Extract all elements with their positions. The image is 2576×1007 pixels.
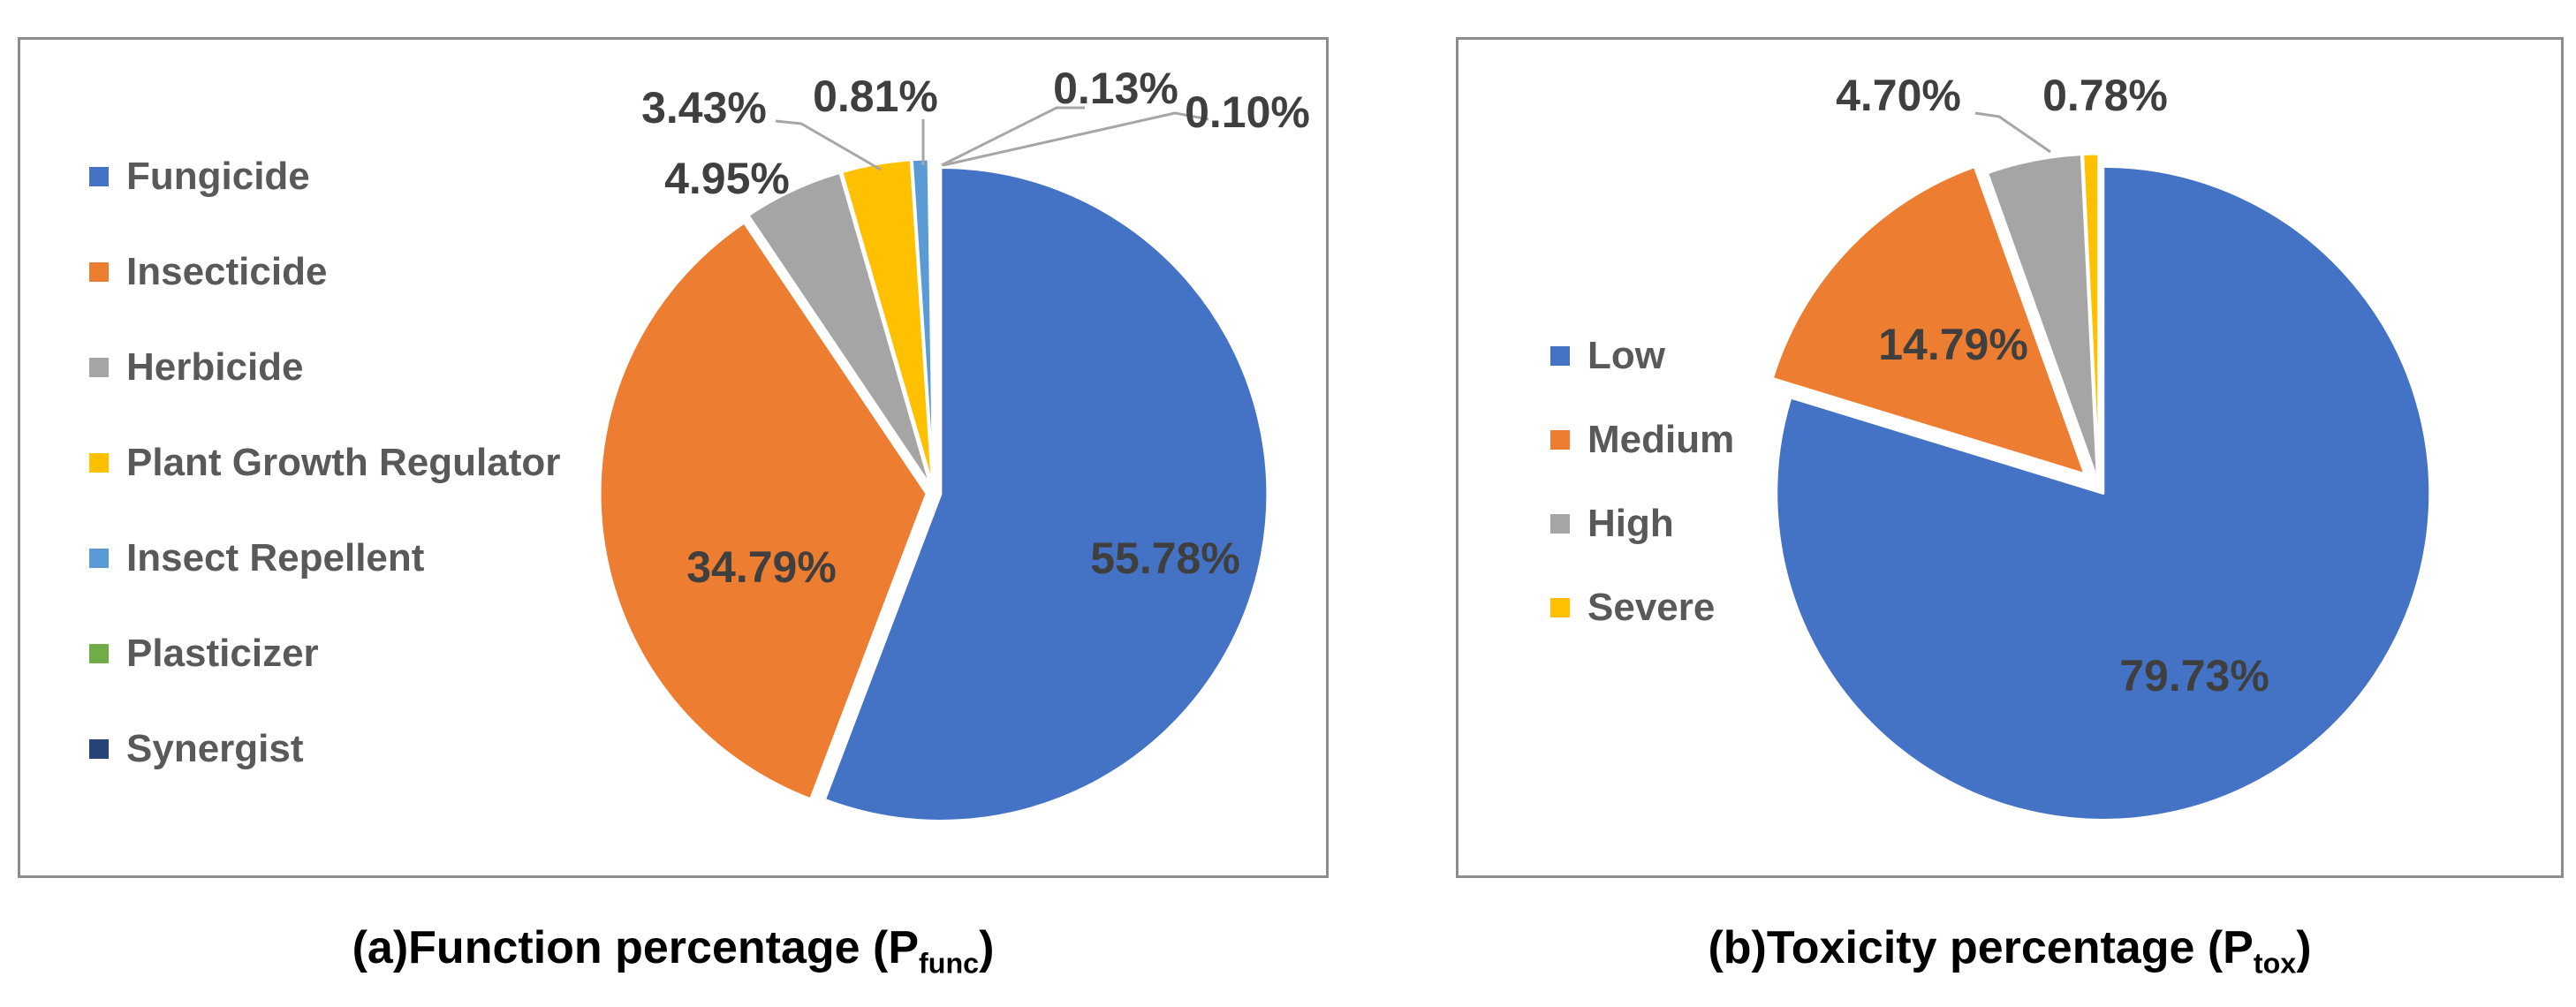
legend-item-medium: Medium (1550, 398, 1734, 481)
legend-item-fungicide: Fungicide (89, 129, 560, 224)
legend-swatch-fungicide (89, 167, 109, 186)
pie-slice-herbicide (746, 170, 933, 488)
leader-line-plasticizer (941, 106, 1085, 167)
legend-swatch-insecticide (89, 262, 109, 282)
pct-label-plasticizer: 0.13% (1053, 64, 1178, 113)
caption-b-subscript: tox (2253, 947, 2297, 980)
legend-label-plant-growth-regulator: Plant Growth Regulator (126, 441, 561, 484)
pie-slice-severe (2081, 152, 2101, 482)
legend-item-high: High (1550, 481, 1734, 565)
pie-slice-insecticide (598, 221, 928, 801)
legend-swatch-high (1550, 513, 1570, 534)
leader-line-synergist (943, 111, 1209, 167)
pct-label-insect-repellent: 0.81% (813, 72, 938, 121)
legend-label-insect-repellent: Insect Repellent (126, 536, 425, 579)
pie-slice-fungicide (822, 165, 1269, 822)
pct-label-medium: 14.79% (1878, 320, 2028, 369)
pie-chart-function: 55.78% 34.79% 4.95% 3.43% 0.81% 0.13% 0.10% (598, 64, 1310, 822)
legend-label-herbicide: Herbicide (126, 345, 304, 389)
legend-function: Fungicide Insecticide Herbicide Plant Growt… (89, 129, 560, 797)
legend-swatch-plasticizer (89, 644, 109, 663)
legend-swatch-low (1550, 345, 1570, 366)
pct-label-fungicide: 55.78% (1090, 534, 1240, 583)
caption-b-prefix: (b) (1708, 922, 1767, 973)
legend-label-insecticide: Insecticide (126, 250, 328, 293)
caption-a-main: Function percentage (P (408, 922, 920, 973)
legend-item-low: Low (1550, 314, 1734, 398)
legend-swatch-synergist (89, 739, 109, 759)
pie-slice-low (1775, 164, 2432, 822)
legend-swatch-plant-growth-regulator (89, 453, 109, 473)
legend-label-severe: Severe (1587, 585, 1716, 629)
legend-item-severe: Severe (1550, 565, 1734, 649)
legend-swatch-insect-repellent (89, 549, 109, 568)
pct-label-plant-growth-regulator: 3.43% (641, 83, 767, 132)
legend-swatch-severe (1550, 597, 1570, 617)
caption-a-prefix: (a) (352, 922, 409, 973)
chart-panel-toxicity: Low Medium High Severe 79.73% 14.79% 4.70% 0.7… (1456, 37, 2564, 878)
caption-a-close: ) (979, 922, 995, 973)
chart-panel-function: Fungicide Insecticide Herbicide Plant Growt… (18, 37, 1329, 878)
pie-slice-medium (1770, 165, 2087, 476)
legend-item-plasticizer: Plasticizer (89, 606, 560, 701)
legend-item-herbicide: Herbicide (89, 320, 560, 415)
legend-label-high: High (1587, 501, 1674, 545)
caption-b-main: Toxicity percentage (P (1766, 922, 2254, 973)
caption-toxicity: (b)Toxicity percentage (Ptox) (1456, 908, 2564, 988)
caption-b-close: ) (2296, 922, 2312, 973)
pie-slice-synergist (929, 157, 936, 488)
leader-line-plant-growth-regulator (775, 119, 882, 171)
legend-swatch-herbicide (89, 358, 109, 377)
legend-item-plant-growth-regulator: Plant Growth Regulator (89, 415, 560, 511)
legend-toxicity: Low Medium High Severe (1550, 314, 1734, 649)
pct-label-high: 4.70% (1836, 71, 1961, 120)
pct-label-low: 79.73% (2119, 651, 2269, 700)
pct-label-synergist: 0.10% (1185, 87, 1310, 137)
legend-swatch-medium (1550, 429, 1570, 450)
legend-label-synergist: Synergist (126, 727, 304, 770)
legend-label-fungicide: Fungicide (126, 155, 310, 198)
caption-a-subscript: func (919, 947, 980, 980)
pct-label-herbicide: 4.95% (664, 154, 790, 203)
legend-label-plasticizer: Plasticizer (126, 632, 319, 675)
pct-label-severe: 0.78% (2042, 71, 2168, 120)
pct-label-insecticide: 34.79% (686, 542, 837, 592)
legend-label-low: Low (1587, 333, 1665, 377)
leader-line-high (1974, 111, 2051, 154)
pie-chart-toxicity: 79.73% 14.79% 4.70% 0.78% (1770, 71, 2432, 822)
legend-item-insect-repellent: Insect Repellent (89, 511, 560, 606)
legend-item-synergist: Synergist (89, 701, 560, 797)
legend-label-medium: Medium (1587, 417, 1735, 461)
caption-function: (a)Function percentage (Pfunc) (18, 908, 1329, 988)
legend-item-insecticide: Insecticide (89, 224, 560, 320)
